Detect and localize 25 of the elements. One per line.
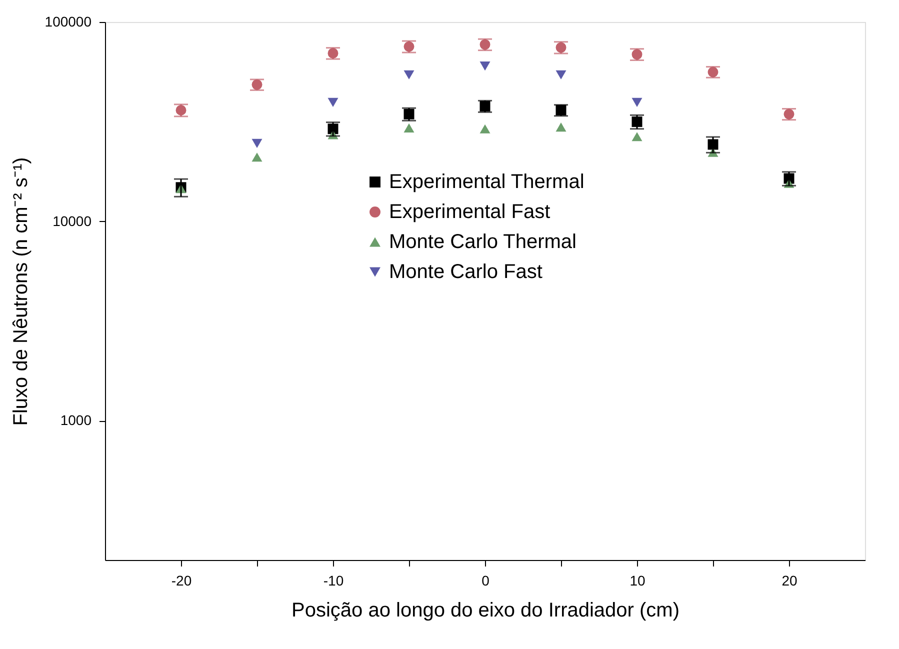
point [480,62,490,71]
x-tick-label: 0 [482,572,490,588]
x-tick-label: 20 [782,572,798,588]
x-axis-title: Posição ao longo do eixo do Irradiador (cm) [292,600,680,622]
point [252,152,262,162]
legend-label: Monte Carlo Fast [389,261,543,283]
y-axis-title: Fluxo de Nêutrons (n cm⁻² s⁻¹) [10,157,32,426]
legend-label: Experimental Fast [389,201,551,223]
point [632,98,642,107]
point [328,98,338,107]
y-tick-label: 100000 [44,14,92,30]
x-tick-label: -10 [323,572,344,588]
point [404,123,414,133]
x-tick-label: -20 [171,572,192,588]
y-tick-label: 1000 [60,412,92,428]
y-tick-label: 10000 [52,212,92,229]
x-tick-label: 10 [630,572,646,588]
point [252,138,262,148]
legend-label: Monte Carlo Thermal [389,231,576,253]
point [480,124,490,134]
point [556,70,566,80]
point [556,122,566,132]
legend-label: Experimental Thermal [389,171,584,193]
point [404,70,414,80]
point [632,132,642,142]
